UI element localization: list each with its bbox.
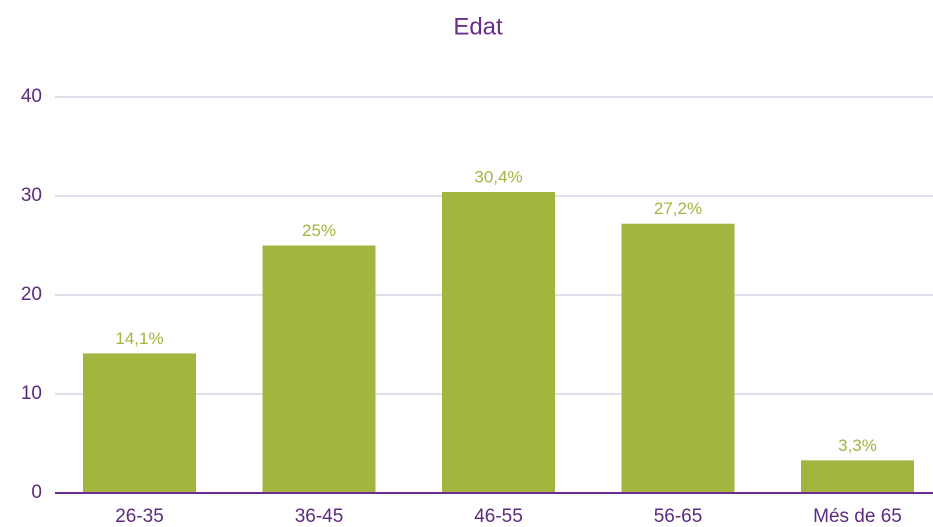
value-label: 30,4% (474, 168, 522, 187)
value-label: 27,2% (654, 199, 702, 218)
x-tick-label: 46-55 (474, 506, 523, 527)
bar (801, 460, 914, 493)
y-tick-label: 0 (31, 482, 42, 503)
x-tick-label: 56-65 (654, 506, 703, 527)
y-tick-label: 10 (21, 383, 42, 404)
bar (262, 245, 376, 493)
value-label: 3,3% (838, 436, 877, 455)
y-tick-label: 40 (21, 86, 42, 107)
value-label: 14,1% (115, 329, 163, 348)
x-tick-label: 26-35 (115, 506, 164, 527)
bar (442, 192, 555, 494)
value-label: 25% (302, 221, 336, 240)
chart-title: Edat (453, 13, 503, 40)
x-tick-label: 36-45 (295, 506, 344, 527)
y-tick-label: 20 (21, 284, 42, 305)
bar (621, 223, 735, 493)
y-tick-label: 30 (21, 185, 42, 206)
x-tick-label: Més de 65 (813, 506, 902, 527)
bar (83, 353, 196, 493)
